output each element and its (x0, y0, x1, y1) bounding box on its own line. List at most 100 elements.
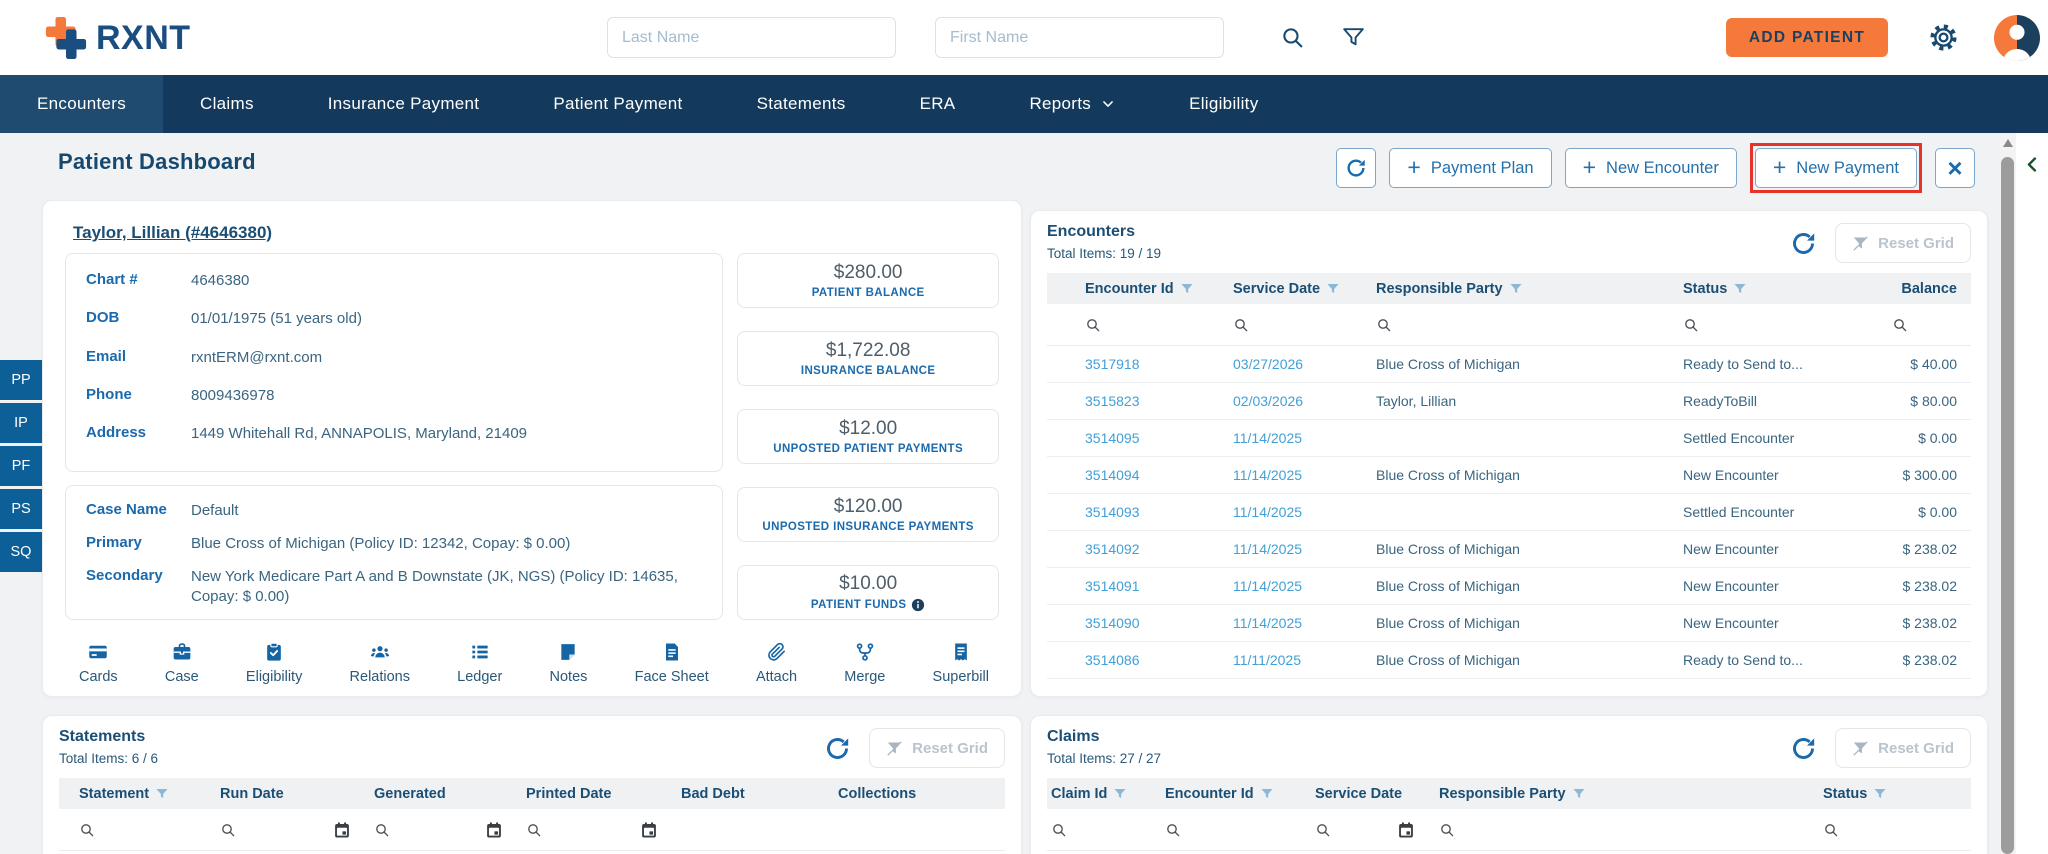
encounters-reset-grid-button[interactable]: Reset Grid (1835, 223, 1971, 263)
encounter-id-link[interactable]: 3514095 (1085, 430, 1140, 446)
encounter-id-link[interactable]: 3514092 (1085, 541, 1140, 557)
search-icon[interactable] (1085, 317, 1101, 333)
search-icon[interactable] (79, 822, 95, 838)
encounters-col-encounter-id[interactable]: Encounter Id (1047, 281, 1227, 297)
statements-col-bad-debt[interactable]: Bad Debt (678, 786, 835, 802)
claims-reset-grid-button[interactable]: Reset Grid (1835, 728, 1971, 768)
table-row[interactable]: 3514086 11/11/2025 Blue Cross of Michigan R… (1047, 642, 1971, 679)
encounter-id-link[interactable]: 3514086 (1085, 652, 1140, 668)
service-date-link[interactable]: 11/14/2025 (1233, 578, 1303, 594)
claims-col-responsible-party[interactable]: Responsible Party (1435, 786, 1811, 802)
search-icon[interactable] (1233, 317, 1249, 333)
claims-col-claim-id[interactable]: Claim Id (1047, 786, 1161, 802)
nav-item-claims[interactable]: Claims (200, 94, 254, 113)
nav-item-insurance-payment[interactable]: Insurance Payment (327, 94, 480, 113)
calendar-icon[interactable] (485, 821, 503, 839)
vertical-scrollbar[interactable] (1999, 133, 2016, 854)
side-tab-pp[interactable]: PP (0, 360, 42, 400)
encounter-id-link[interactable]: 3514090 (1085, 615, 1140, 631)
service-date-link[interactable]: 02/03/2026 (1233, 393, 1304, 409)
action-face-sheet[interactable]: Face Sheet (635, 642, 709, 685)
close-button[interactable]: × (1935, 148, 1975, 188)
nav-item-reports[interactable]: Reports (992, 75, 1152, 133)
encounter-id-link[interactable]: 3515823 (1085, 393, 1140, 409)
encounter-id-link[interactable]: 3514091 (1085, 578, 1140, 594)
avatar[interactable] (1994, 14, 2040, 61)
side-tab-pf[interactable]: PF (0, 446, 42, 486)
info-icon[interactable] (911, 598, 925, 612)
search-icon[interactable] (1280, 25, 1305, 50)
refresh-icon[interactable] (1790, 735, 1817, 762)
nav-item-eligibility[interactable]: Eligibility (1189, 94, 1259, 113)
first-name-input[interactable] (935, 17, 1224, 58)
action-attach[interactable]: Attach (756, 642, 797, 685)
action-cards[interactable]: Cards (79, 642, 118, 685)
statements-col-statement[interactable]: Statement (59, 786, 217, 802)
action-case[interactable]: Case (165, 642, 199, 685)
filter-icon[interactable] (1509, 282, 1523, 296)
encounter-id-link[interactable]: 3514093 (1085, 504, 1140, 520)
encounters-col-responsible-party[interactable]: Responsible Party (1370, 281, 1677, 297)
statements-col-run-date[interactable]: Run Date (217, 786, 371, 802)
new-encounter-button[interactable]: + New Encounter (1564, 148, 1737, 188)
encounters-col-status[interactable]: Status (1677, 281, 1892, 297)
refresh-button[interactable] (1336, 148, 1377, 188)
action-merge[interactable]: Merge (844, 642, 885, 685)
service-date-link[interactable]: 11/14/2025 (1233, 615, 1303, 631)
calendar-icon[interactable] (640, 821, 658, 839)
filter-icon[interactable] (1113, 787, 1127, 801)
side-tab-ip[interactable]: IP (0, 403, 42, 443)
action-superbill[interactable]: Superbill (933, 642, 989, 685)
action-eligibility[interactable]: Eligibility (246, 642, 302, 685)
search-icon[interactable] (1892, 317, 1908, 333)
filter-icon[interactable] (1180, 282, 1194, 296)
table-row[interactable]: 3514094 11/14/2025 Blue Cross of Michigan N… (1047, 457, 1971, 494)
filter-icon[interactable] (1326, 282, 1340, 296)
refresh-icon[interactable] (824, 735, 851, 762)
statements-col-generated[interactable]: Generated (371, 786, 523, 802)
search-icon[interactable] (526, 822, 542, 838)
calendar-icon[interactable] (1397, 821, 1415, 839)
last-name-input[interactable] (607, 17, 896, 58)
nav-item-era[interactable]: ERA (919, 94, 956, 113)
statements-col-collections[interactable]: Collections (835, 786, 1005, 802)
calendar-icon[interactable] (333, 821, 351, 839)
action-ledger[interactable]: Ledger (457, 642, 502, 685)
scroll-up-arrow-icon[interactable] (2002, 139, 2013, 147)
action-notes[interactable]: Notes (550, 642, 587, 685)
filter-icon[interactable] (1873, 787, 1887, 801)
collapse-panel-icon[interactable] (2023, 155, 2042, 174)
filter-icon[interactable] (1341, 25, 1366, 50)
encounters-col-balance[interactable]: Balance (1892, 281, 1971, 297)
claims-col-encounter-id[interactable]: Encounter Id (1161, 786, 1311, 802)
search-icon[interactable] (1165, 822, 1181, 838)
table-row[interactable]: 3514091 11/14/2025 Blue Cross of Michigan N… (1047, 568, 1971, 605)
gear-icon[interactable] (1928, 22, 1959, 53)
search-icon[interactable] (1439, 822, 1455, 838)
search-icon[interactable] (1823, 822, 1839, 838)
nav-item-statements[interactable]: Statements (756, 94, 846, 113)
patient-name-link[interactable]: Taylor, Lillian (#4646380) (73, 223, 273, 242)
action-relations[interactable]: Relations (350, 642, 410, 685)
claims-col-service-date[interactable]: Service Date (1311, 786, 1435, 802)
search-icon[interactable] (1683, 317, 1699, 333)
service-date-link[interactable]: 03/27/2026 (1233, 356, 1304, 372)
search-icon[interactable] (1376, 317, 1392, 333)
table-row[interactable]: 3514093 11/14/2025 Settled Encounter $ 0.00 (1047, 494, 1971, 531)
search-icon[interactable] (1315, 822, 1331, 838)
encounters-col-service-date[interactable]: Service Date (1227, 281, 1370, 297)
service-date-link[interactable]: 11/14/2025 (1233, 504, 1303, 520)
filter-icon[interactable] (1733, 282, 1747, 296)
side-tab-sq[interactable]: SQ (0, 532, 42, 572)
search-icon[interactable] (1051, 822, 1067, 838)
table-row[interactable]: 3515823 02/03/2026 Taylor, Lillian ReadyToB… (1047, 383, 1971, 420)
claims-col-status[interactable]: Status (1811, 786, 1971, 802)
filter-icon[interactable] (1572, 787, 1586, 801)
encounter-id-link[interactable]: 3517918 (1085, 356, 1140, 372)
payment-plan-button[interactable]: + Payment Plan (1389, 148, 1552, 188)
scrollbar-thumb[interactable] (2001, 157, 2014, 854)
refresh-icon[interactable] (1790, 230, 1817, 257)
statements-reset-grid-button[interactable]: Reset Grid (869, 728, 1005, 768)
service-date-link[interactable]: 11/11/2025 (1233, 652, 1301, 668)
search-icon[interactable] (374, 822, 390, 838)
